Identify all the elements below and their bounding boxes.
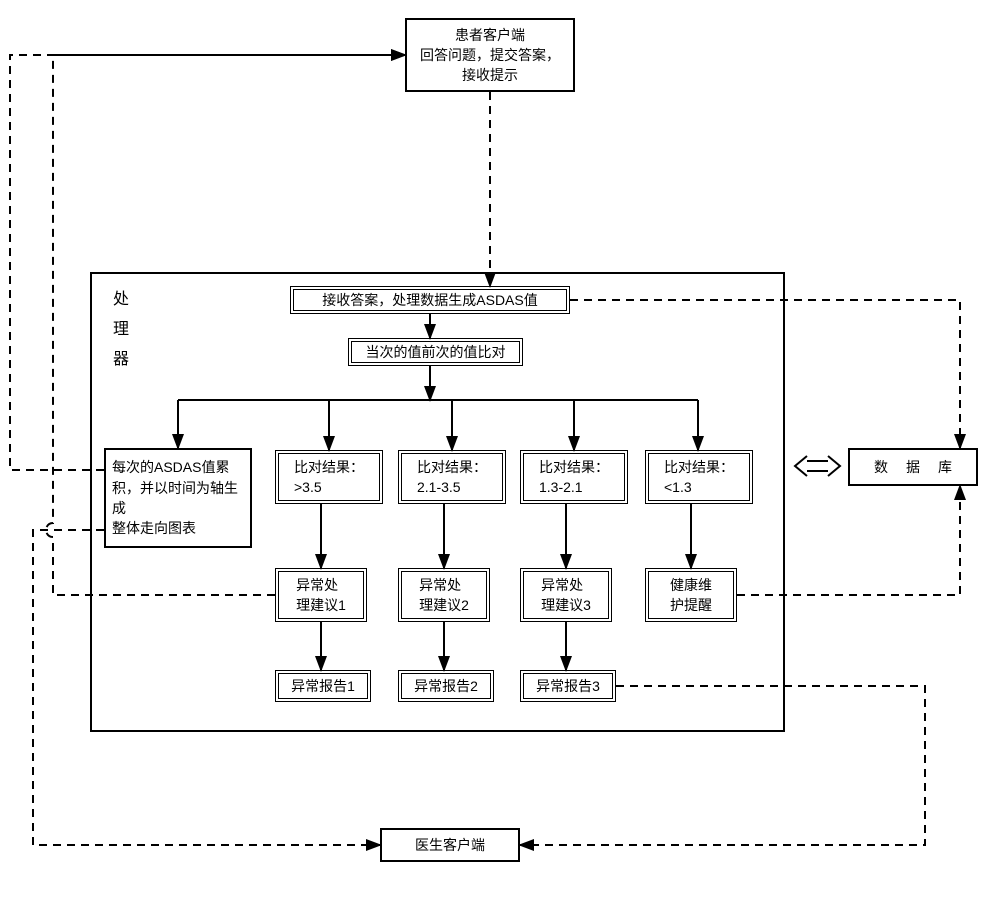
database-box: 数据库: [848, 448, 978, 486]
suggestion-4-text: 健康维 护提醒: [670, 575, 712, 616]
database-text: 数据库: [856, 457, 970, 477]
report-1-text: 异常报告1: [291, 676, 355, 696]
receive-answer-text: 接收答案，处理数据生成ASDAS值: [322, 290, 537, 310]
suggestion-2-text: 异常处 理建议2: [419, 575, 469, 616]
compare-prev-box: 当次的值前次的值比对: [348, 338, 523, 366]
compare-result-1-text: 比对结果： >3.5: [294, 457, 364, 498]
compare-result-4-text: 比对结果： <1.3: [664, 457, 734, 498]
processor-label-text: 处理器: [106, 290, 130, 380]
compare-result-2: 比对结果： 2.1-3.5: [398, 450, 506, 504]
suggestion-4: 健康维 护提醒: [645, 568, 737, 622]
suggestion-1: 异常处 理建议1: [275, 568, 367, 622]
accumulate-box: 每次的ASDAS值累 积，并以时间为轴生成 整体走向图表: [104, 448, 252, 548]
suggestion-2: 异常处 理建议2: [398, 568, 490, 622]
compare-result-4: 比对结果： <1.3: [645, 450, 753, 504]
receive-answer-box: 接收答案，处理数据生成ASDAS值: [290, 286, 570, 314]
doctor-client-text: 医生客户端: [415, 835, 485, 855]
compare-prev-text: 当次的值前次的值比对: [366, 342, 506, 362]
compare-result-3: 比对结果： 1.3-2.1: [520, 450, 628, 504]
compare-result-1: 比对结果： >3.5: [275, 450, 383, 504]
report-3: 异常报告3: [520, 670, 616, 702]
report-3-text: 异常报告3: [536, 676, 600, 696]
suggestion-1-text: 异常处 理建议1: [296, 575, 346, 616]
report-1: 异常报告1: [275, 670, 371, 702]
suggestion-3-text: 异常处 理建议3: [541, 575, 591, 616]
processor-label: 处理器: [106, 290, 134, 430]
patient-client-box: 患者客户端 回答问题，提交答案， 接收提示: [405, 18, 575, 92]
patient-client-text: 患者客户端 回答问题，提交答案， 接收提示: [420, 25, 560, 86]
compare-result-3-text: 比对结果： 1.3-2.1: [539, 457, 609, 498]
report-2: 异常报告2: [398, 670, 494, 702]
report-2-text: 异常报告2: [414, 676, 478, 696]
doctor-client-box: 医生客户端: [380, 828, 520, 862]
accumulate-text: 每次的ASDAS值累 积，并以时间为轴生成 整体走向图表: [112, 457, 244, 538]
suggestion-3: 异常处 理建议3: [520, 568, 612, 622]
compare-result-2-text: 比对结果： 2.1-3.5: [417, 457, 487, 498]
